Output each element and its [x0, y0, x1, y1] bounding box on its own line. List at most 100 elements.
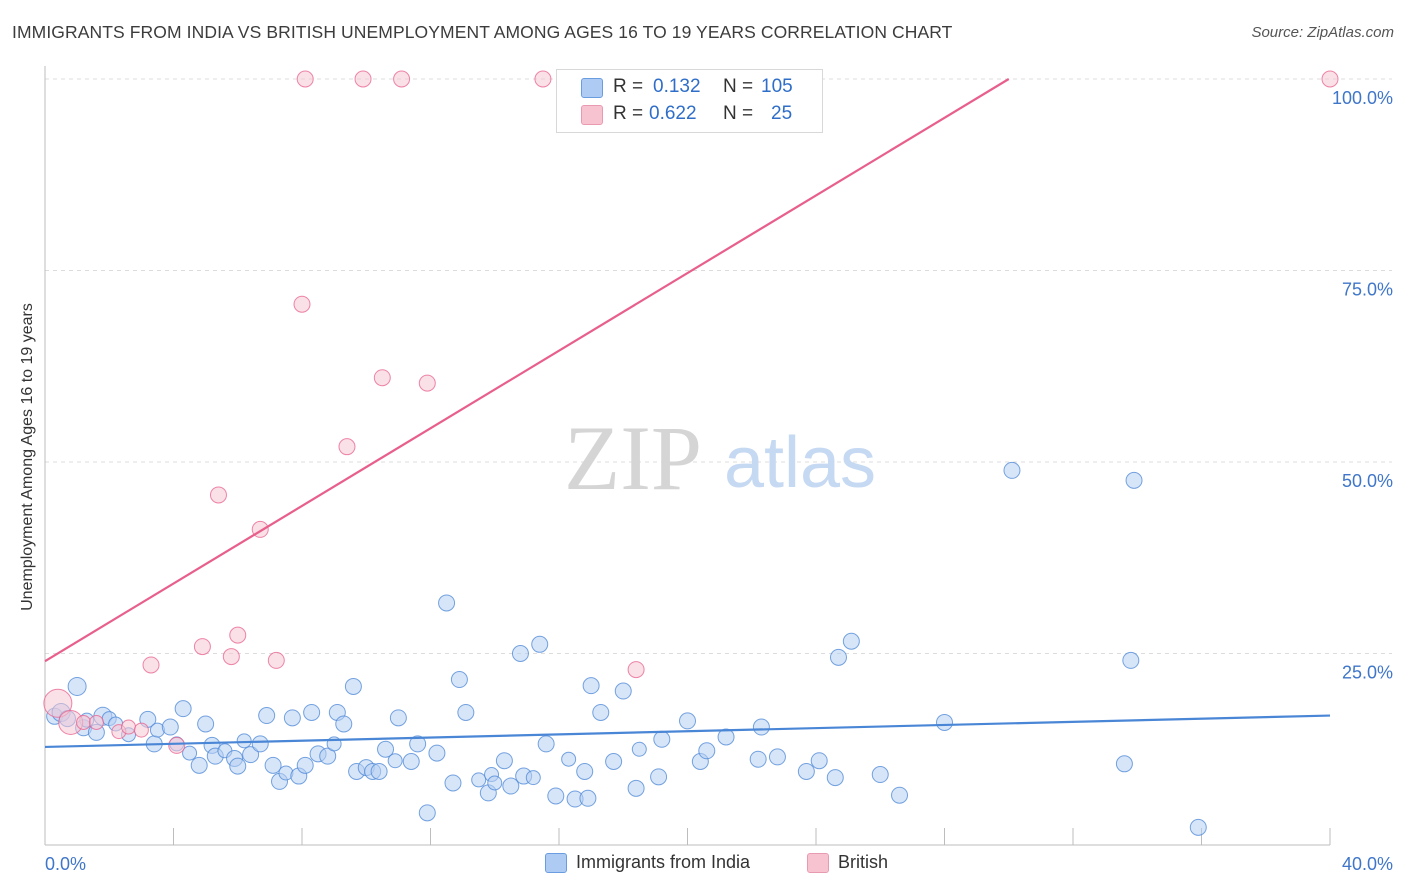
india-point	[229, 757, 247, 775]
india-point	[264, 756, 282, 774]
india-point	[242, 746, 260, 764]
india-point	[936, 713, 953, 731]
data-points	[43, 70, 1339, 836]
india-point	[829, 648, 847, 666]
r-value-india: 0.132	[653, 76, 701, 97]
india-point	[1115, 755, 1133, 773]
india-point	[67, 676, 87, 696]
india-point	[547, 787, 565, 805]
y-tick-label: 25.0%	[1342, 663, 1393, 683]
british-trend-line	[44, 78, 1010, 663]
india-point	[1003, 461, 1021, 479]
india-point	[450, 671, 468, 689]
x-tick-label: 40.0%	[1342, 854, 1393, 874]
india-point	[531, 635, 549, 653]
india-point	[826, 769, 844, 787]
india-trend-line	[44, 714, 1331, 749]
british-point	[393, 70, 411, 88]
watermark-zip: ZIP	[564, 407, 702, 509]
watermark-atlas: atlas	[724, 423, 876, 503]
source-credit: Source: ZipAtlas.com	[1251, 24, 1394, 41]
r-value-british: 0.622	[649, 103, 697, 124]
british-point	[267, 651, 285, 669]
india-point	[797, 762, 815, 780]
british-point	[293, 295, 311, 313]
india-point	[471, 772, 487, 788]
y-tick-label: 75.0%	[1342, 280, 1393, 300]
india-point	[502, 777, 520, 795]
british-point	[338, 438, 356, 456]
x-tick-label: 0.0%	[45, 854, 86, 874]
india-point	[1189, 818, 1207, 836]
india-point	[891, 786, 909, 804]
india-point	[717, 728, 735, 746]
india-point	[679, 712, 696, 730]
india-point	[576, 762, 594, 780]
india-point	[582, 677, 600, 695]
india-point	[592, 703, 610, 721]
india-point	[444, 774, 462, 792]
india-point	[614, 682, 632, 700]
british-point	[76, 714, 92, 730]
series-swatch-india	[545, 853, 567, 873]
india-point	[1125, 471, 1143, 489]
series-label-india: Immigrants from India	[576, 852, 751, 872]
y-tick-label: 50.0%	[1342, 471, 1393, 491]
india-point	[698, 742, 716, 760]
r-label: R =	[613, 103, 644, 124]
correlation-legend: R = 0.132 N = 105 R = 0.622 N = 25	[556, 69, 823, 133]
n-value-india: 105	[761, 76, 793, 97]
british-point	[354, 70, 372, 88]
india-point	[627, 779, 645, 797]
india-point	[495, 752, 513, 770]
india-point	[457, 703, 475, 721]
chart-title: IMMIGRANTS FROM INDIA VS BRITISH UNEMPLO…	[12, 22, 953, 42]
india-point	[409, 735, 427, 753]
british-point	[43, 688, 73, 718]
india-point	[871, 766, 889, 784]
british-point	[229, 626, 247, 644]
india-point	[389, 709, 407, 727]
gridlines	[45, 78, 1392, 654]
n-label: N =	[723, 76, 754, 97]
british-points	[43, 70, 1339, 754]
india-point	[236, 733, 252, 749]
india-point	[561, 751, 577, 767]
india-point	[370, 762, 388, 780]
british-point	[121, 719, 137, 735]
british-point	[209, 486, 227, 504]
india-point	[197, 715, 215, 733]
india-point	[344, 677, 362, 695]
tick-labels: 25.0% 50.0% 75.0% 100.0% 0.0% 40.0%	[45, 88, 1393, 874]
british-point	[534, 70, 552, 88]
india-point	[251, 735, 269, 753]
y-tick-label: 100.0%	[1332, 88, 1393, 108]
british-point	[627, 661, 645, 679]
india-point	[579, 789, 597, 807]
india-point	[296, 756, 314, 774]
british-point	[222, 648, 240, 666]
india-point	[1122, 651, 1140, 669]
india-point	[182, 745, 198, 761]
india-point	[653, 730, 671, 748]
series-swatch-british	[807, 853, 829, 873]
legend-swatch-british	[581, 105, 603, 125]
british-point	[193, 638, 211, 656]
india-point	[418, 804, 436, 822]
trend-lines	[44, 78, 1331, 749]
british-point	[1321, 70, 1339, 88]
british-point	[142, 656, 160, 674]
india-point	[303, 703, 321, 721]
india-point	[283, 709, 301, 727]
british-point	[88, 714, 104, 730]
india-points	[46, 461, 1207, 836]
india-point	[631, 741, 647, 757]
india-point	[335, 715, 353, 733]
india-point	[752, 718, 770, 736]
india-point	[438, 594, 456, 612]
series-label-british: British	[838, 852, 889, 872]
british-point	[418, 374, 436, 392]
india-point	[511, 645, 529, 662]
india-point	[768, 748, 786, 766]
